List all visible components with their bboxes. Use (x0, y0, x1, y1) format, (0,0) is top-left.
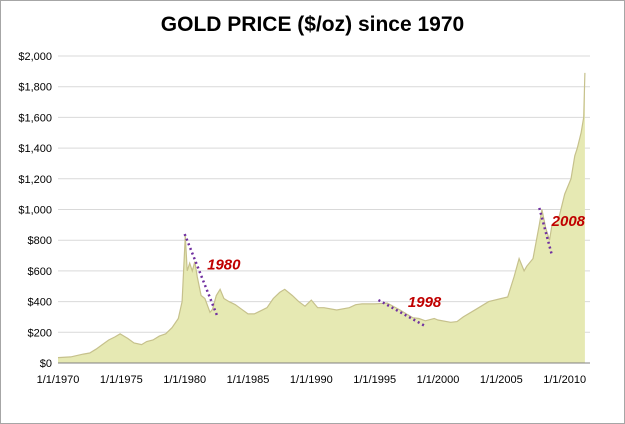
y-tick-label: $600 (28, 266, 52, 278)
y-tick-label: $1,000 (18, 205, 52, 217)
annotation-label: 2008 (551, 213, 586, 230)
series-area (58, 72, 585, 364)
annotation-label: 1980 (207, 257, 241, 274)
series-line (57, 72, 586, 359)
x-tick-label: 1/1/1990 (290, 374, 333, 386)
y-tick-label: $1,200 (18, 174, 52, 186)
x-tick-label: 1/1/2000 (417, 374, 460, 386)
y-tick-label: $1,600 (18, 112, 52, 124)
y-tick-label: $800 (28, 235, 52, 247)
y-tick-label: $1,800 (18, 82, 52, 94)
x-tick-label: 1/1/1975 (100, 374, 143, 386)
y-tick-label: $1,400 (18, 143, 52, 155)
x-tick-label: 1/1/2005 (480, 374, 523, 386)
y-tick-label: $0 (40, 358, 52, 370)
annotation-line (538, 207, 554, 256)
annotation-label: 1998 (408, 294, 442, 311)
y-tick-label: $2,000 (18, 51, 52, 63)
y-tick-label: $400 (28, 297, 52, 309)
x-tick-label: 1/1/1970 (37, 374, 80, 386)
y-tick-label: $200 (28, 327, 52, 339)
x-tick-label: 1/1/1980 (163, 374, 206, 386)
x-tick-label: 1/1/1995 (353, 374, 396, 386)
annotation-line (377, 298, 426, 328)
chart-title: GOLD PRICE ($/oz) since 1970 (160, 13, 465, 36)
x-tick-label: 1/1/2010 (543, 374, 586, 386)
x-tick-label: 1/1/1985 (227, 374, 270, 386)
